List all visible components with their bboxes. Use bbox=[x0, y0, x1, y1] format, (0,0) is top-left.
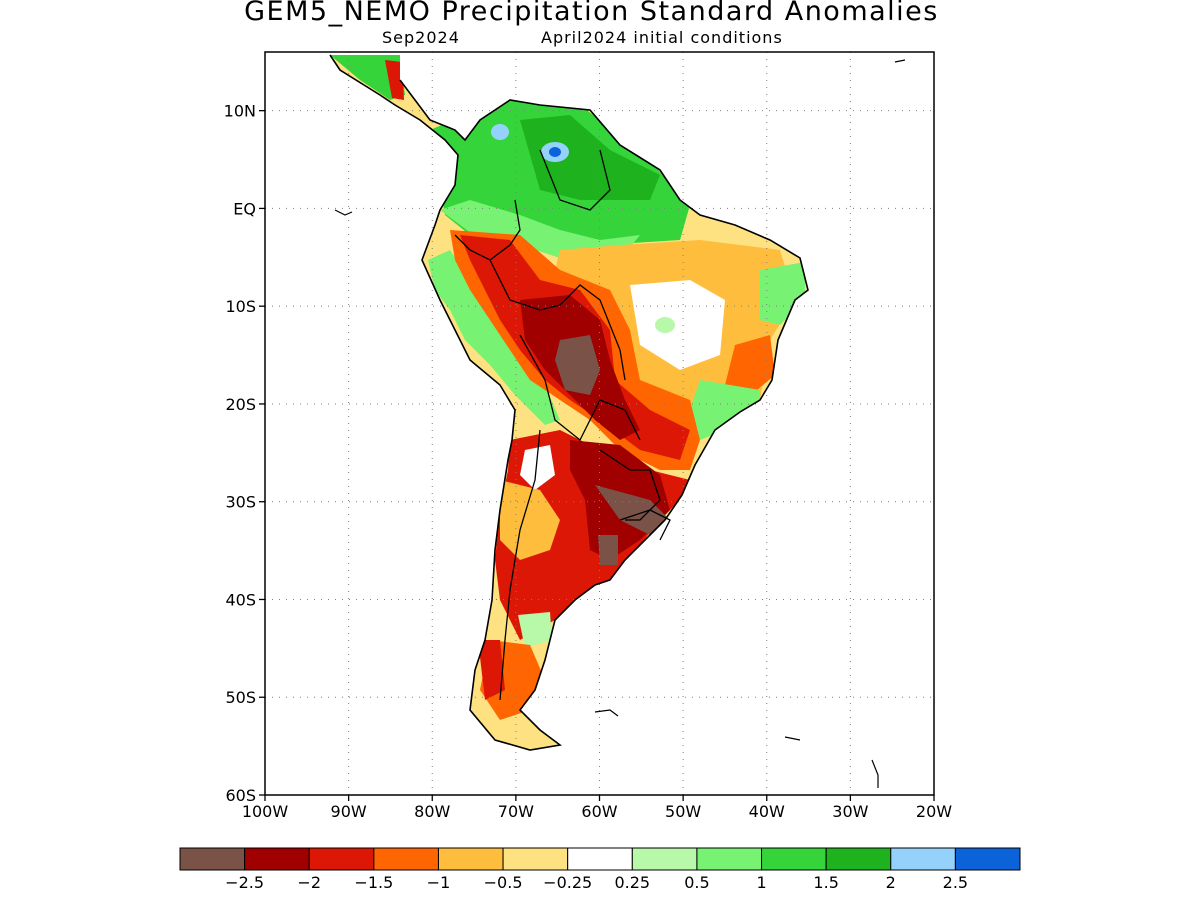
colorbar-label: 2.5 bbox=[943, 873, 968, 892]
anomaly-brazil-weak-wet bbox=[655, 317, 675, 333]
lon-tick-label: 100W bbox=[242, 802, 289, 821]
colorbar-label: −2 bbox=[297, 873, 321, 892]
anomaly-andes-positive bbox=[428, 250, 560, 425]
anomaly-central-america-dry bbox=[385, 60, 404, 100]
border-chile-argentina bbox=[499, 429, 541, 701]
anomaly-east-coast-wet bbox=[690, 380, 760, 440]
colorbar-label: 0.5 bbox=[684, 873, 709, 892]
anomaly-brazil-neutral bbox=[630, 280, 725, 370]
map-title: GEM5_NEMO Precipitation Standard Anomali… bbox=[244, 0, 939, 27]
south-georgia bbox=[784, 736, 801, 741]
lat-tick-label: 10S bbox=[225, 297, 256, 316]
anomaly-cuyo-dry bbox=[500, 480, 560, 560]
falkland-islands bbox=[594, 709, 619, 717]
colorbar-swatch bbox=[825, 847, 892, 871]
colorbar-swatch bbox=[696, 847, 763, 871]
colorbar-label: −1 bbox=[427, 873, 451, 892]
colorbar-swatch bbox=[890, 847, 956, 871]
colorbar-label: −0.5 bbox=[484, 873, 523, 892]
lon-tick-label: 30W bbox=[832, 802, 868, 821]
lat-tick-label: 10N bbox=[224, 102, 256, 121]
colorbar-swatch bbox=[502, 847, 569, 871]
lat-tick-label: 30S bbox=[225, 493, 256, 512]
caribbean-islands bbox=[894, 59, 906, 63]
anomaly-bolivia-peak bbox=[555, 335, 600, 395]
colorbar-swatch bbox=[373, 847, 439, 871]
lon-tick-label: 90W bbox=[331, 802, 367, 821]
lon-tick-label: 50W bbox=[665, 802, 701, 821]
lat-tick-label: EQ bbox=[233, 199, 256, 218]
border-venezuela bbox=[539, 149, 611, 211]
lon-tick-label: 40W bbox=[749, 802, 785, 821]
valid-month-label: Sep2024 bbox=[382, 28, 460, 47]
border-bolivia bbox=[519, 334, 641, 442]
colorbar-swatch bbox=[631, 847, 698, 871]
colorbar-label: 2 bbox=[886, 873, 896, 892]
colorbar-swatch bbox=[954, 847, 1021, 871]
anomaly-east-coast-dry bbox=[725, 335, 775, 400]
colorbar-swatch bbox=[308, 847, 375, 871]
anomaly-chile-south-dry bbox=[478, 640, 505, 700]
border-colombia bbox=[454, 199, 521, 261]
colorbar-label: 0.25 bbox=[614, 873, 650, 892]
colorbar-swatch bbox=[244, 847, 310, 871]
coastline bbox=[329, 54, 809, 751]
anomaly-positive-peak bbox=[549, 147, 561, 157]
colorbar: −2.5 −2 −1.5 −1 −0.5 −0.25 0.25 0.5 1 1.5 2 2.5 bbox=[179, 847, 1021, 892]
galapagos-islands bbox=[334, 209, 353, 216]
south-sandwich-islands bbox=[871, 759, 879, 788]
colorbar-swatch bbox=[437, 847, 504, 871]
lon-tick-label: 20W bbox=[916, 802, 952, 821]
anomaly-uruguay-peak bbox=[595, 485, 670, 535]
lat-tick-label: 40S bbox=[225, 590, 256, 609]
anomaly-positive-north-weak bbox=[440, 200, 640, 260]
anomaly-positive-north-strong bbox=[520, 115, 660, 200]
islands bbox=[334, 59, 906, 788]
colorbar-swatch bbox=[567, 847, 633, 871]
country-borders bbox=[454, 149, 671, 701]
colorbar-label: −1.5 bbox=[354, 873, 393, 892]
colorbar-swatch bbox=[761, 847, 827, 871]
colorbar-label: 1 bbox=[756, 873, 766, 892]
lat-tick-label: 50S bbox=[225, 688, 256, 707]
anomaly-patagonia-wet bbox=[518, 612, 552, 648]
border-paraguay bbox=[599, 449, 661, 521]
anomaly-north-argentina-neutral bbox=[520, 445, 555, 490]
lat-tick-label: 60S bbox=[225, 786, 256, 805]
colorbar-swatch bbox=[179, 847, 246, 871]
lat-tick-label: 20S bbox=[225, 395, 256, 414]
anomaly-positive-max-west bbox=[491, 124, 509, 140]
colorbar-label: −0.25 bbox=[543, 873, 592, 892]
lat-lon-grid bbox=[265, 52, 934, 795]
border-peru-brazil bbox=[489, 259, 626, 381]
colorbar-label: −2.5 bbox=[225, 873, 264, 892]
lon-tick-label: 80W bbox=[414, 802, 450, 821]
lon-tick-label: 60W bbox=[581, 802, 617, 821]
border-uruguay bbox=[619, 509, 671, 541]
anomaly-pampas-peak bbox=[598, 535, 618, 565]
lon-tick-label: 70W bbox=[498, 802, 534, 821]
colorbar-label: 1.5 bbox=[813, 873, 838, 892]
initial-conditions-label: April2024 initial conditions bbox=[541, 28, 783, 47]
